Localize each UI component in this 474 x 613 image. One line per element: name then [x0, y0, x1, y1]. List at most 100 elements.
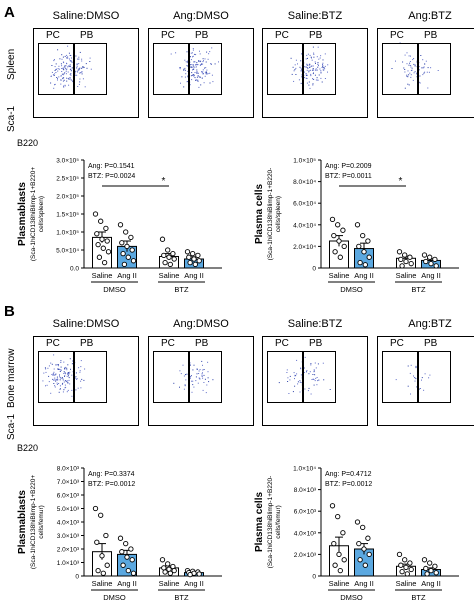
data-point	[427, 254, 433, 260]
y-tick-label: 1.0×10⁵	[293, 158, 316, 165]
y-tick-label: 2.0×10³	[294, 552, 317, 559]
data-point	[120, 562, 126, 568]
data-point	[396, 551, 403, 558]
y-tick-label: 5.0×10⁴	[56, 248, 79, 255]
panel-letter-b: B	[4, 303, 15, 320]
flow-plot: PC PB	[148, 336, 254, 426]
data-point	[329, 503, 336, 509]
y-axis-title-main: Plasma cells	[254, 184, 265, 244]
data-point	[332, 562, 338, 568]
y-tick-label: 4.0×10³	[294, 530, 317, 537]
data-point	[407, 560, 413, 566]
data-point	[341, 557, 347, 563]
data-point	[184, 249, 191, 255]
gate-label-pb: PB	[195, 30, 209, 41]
data-point	[421, 252, 428, 258]
gate-label-pb: PB	[424, 338, 438, 349]
group-label: DMSO	[340, 593, 363, 602]
gate-label-pb: PB	[309, 30, 323, 41]
gate-pb	[302, 351, 336, 403]
data-point	[432, 563, 438, 569]
gate-label-pc: PC	[275, 30, 289, 41]
gate-label-pc: PC	[161, 30, 175, 41]
gate-pc	[267, 351, 304, 403]
category-label: Saline	[329, 579, 350, 588]
y-tick-label: 8.0×10³	[294, 487, 317, 494]
data-point	[365, 238, 371, 244]
data-point	[428, 261, 434, 267]
y-tick-label: 8.0×10³	[57, 466, 80, 473]
y-tick-label: 1.5×10⁵	[56, 212, 79, 219]
data-point	[403, 258, 409, 265]
data-point	[100, 570, 106, 576]
y-tick-label: 3.0×10⁵	[56, 158, 79, 165]
data-point	[162, 259, 168, 266]
data-point	[161, 252, 167, 259]
tissue-label-bone-marrow: Bone marrow	[6, 348, 17, 408]
y-tick-label: 6.0×10⁴	[293, 201, 316, 208]
data-point	[159, 236, 166, 242]
data-point	[433, 263, 439, 269]
gate-pb	[73, 43, 107, 95]
y-tick-label: 4.0×10⁴	[293, 222, 316, 229]
category-label: Saline	[159, 579, 180, 588]
data-point	[366, 551, 372, 558]
data-point	[191, 256, 197, 262]
group-label: BTZ	[174, 285, 189, 294]
flow-plot-title: Ang:DMSO	[173, 318, 229, 330]
data-point	[399, 569, 405, 575]
data-point	[98, 512, 104, 518]
group-label: DMSO	[103, 285, 126, 294]
chart-bm-plasmablasts: 0 1.0×10³ 2.0×10³ 3.0×10³ 4.0×10³ 5.0×10³ 6.0×…	[17, 466, 222, 602]
x-axis-label-b220-a: B220	[17, 138, 39, 148]
flow-plot-title: Ang:BTZ	[408, 318, 452, 330]
data-point	[120, 250, 126, 257]
data-point	[366, 254, 372, 260]
gate-pc	[382, 351, 419, 403]
gate-pc	[153, 43, 190, 95]
category-label: Saline	[329, 271, 350, 280]
tissue-label-spleen: Spleen	[6, 48, 17, 80]
data-point	[166, 254, 172, 260]
data-point	[356, 540, 362, 547]
data-point	[408, 261, 414, 267]
data-point	[95, 567, 101, 574]
gate-pc	[267, 43, 304, 95]
data-point	[335, 222, 341, 228]
y-tick-label: 5.0×10³	[57, 506, 80, 513]
y-tick-label: 8.0×10⁴	[293, 179, 316, 186]
data-point	[404, 571, 410, 577]
flow-plot-title: Saline:BTZ	[287, 10, 343, 22]
gate-pb	[302, 43, 336, 95]
stats-text: BTZ: P=0.0024	[88, 173, 135, 180]
data-point	[123, 229, 129, 235]
data-point	[195, 252, 201, 259]
y-tick-label: 1.0×10⁴	[293, 466, 316, 473]
data-point	[124, 243, 130, 250]
y-axis-title: Plasmablasts (Sca-1hiCD138hiBlimp-1+B220+…	[17, 475, 45, 570]
data-point	[432, 256, 438, 263]
data-point	[192, 261, 198, 268]
category-label: Saline	[92, 271, 113, 280]
y-tick-label: 2.0×10⁴	[293, 244, 316, 251]
data-point	[427, 560, 433, 566]
data-point	[130, 258, 137, 264]
y-axis-title-main: Plasmablasts	[17, 490, 28, 554]
data-point	[124, 554, 130, 560]
gate-label-pb: PB	[309, 338, 323, 349]
data-point	[94, 231, 100, 237]
y-tick-label: 2.0×10³	[57, 547, 80, 554]
data-point	[187, 572, 193, 578]
data-point	[119, 549, 125, 555]
data-point	[186, 254, 192, 260]
y-axis-label-sca1-a: Sca-1	[6, 105, 17, 132]
data-point	[103, 225, 109, 232]
y-tick-label: 0.0	[70, 266, 79, 273]
flow-plot: PC PB	[262, 336, 368, 426]
category-label: Ang II	[421, 271, 441, 280]
y-axis-title-unit: cells/femur)	[275, 505, 282, 539]
gate-label-pc: PC	[275, 338, 289, 349]
gate-label-pc: PC	[390, 30, 404, 41]
group-label: BTZ	[174, 593, 189, 602]
group-label: DMSO	[340, 285, 363, 294]
